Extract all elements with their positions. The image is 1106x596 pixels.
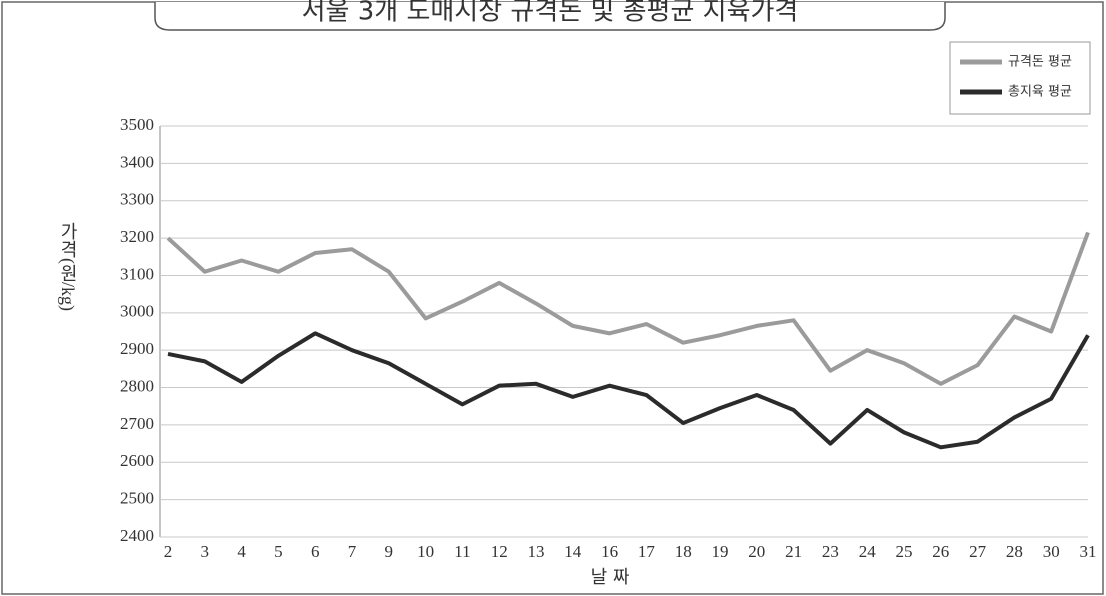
x-tick-label: 7 <box>348 542 357 561</box>
y-tick-label: 3500 <box>120 115 154 134</box>
y-axis-label: 가격(원/kg) <box>57 222 78 311</box>
chart-title: 서울 3개 도매시장 규격돈 및 총평균 지육가격 <box>302 0 799 27</box>
x-tick-label: 17 <box>638 542 656 561</box>
x-tick-label: 10 <box>417 542 434 561</box>
x-tick-label: 12 <box>491 542 508 561</box>
legend-label: 규격돈 평균 <box>1008 55 1072 70</box>
x-tick-label: 18 <box>675 542 692 561</box>
y-tick-label: 3000 <box>120 302 154 321</box>
x-tick-label: 5 <box>274 542 283 561</box>
x-tick-label: 25 <box>896 542 913 561</box>
legend-label: 총지육 평균 <box>1008 85 1072 100</box>
x-tick-label: 20 <box>748 542 765 561</box>
series-line <box>167 331 1090 450</box>
y-tick-label: 2800 <box>120 376 154 395</box>
x-tick-label: 26 <box>932 542 949 561</box>
x-tick-label: 30 <box>1043 542 1060 561</box>
x-tick-label: 27 <box>969 542 987 561</box>
y-tick-label: 2600 <box>120 451 154 470</box>
x-tick-label: 23 <box>822 542 839 561</box>
y-tick-label: 2700 <box>120 414 154 433</box>
x-tick-label: 4 <box>237 542 246 561</box>
x-tick-label: 6 <box>311 542 320 561</box>
x-tick-label: 28 <box>1006 542 1023 561</box>
x-tick-label: 9 <box>385 542 394 561</box>
x-tick-label: 24 <box>859 542 877 561</box>
y-tick-label: 2900 <box>120 339 154 358</box>
y-tick-label: 2400 <box>120 526 154 545</box>
x-tick-label: 11 <box>454 542 470 561</box>
x-tick-label: 21 <box>785 542 802 561</box>
x-tick-label: 13 <box>528 542 545 561</box>
y-tick-label: 3400 <box>120 152 154 171</box>
y-tick-label: 3300 <box>120 190 154 209</box>
series-line <box>166 231 1090 386</box>
x-tick-label: 31 <box>1080 542 1097 561</box>
x-tick-label: 16 <box>601 542 618 561</box>
x-tick-label: 3 <box>201 542 210 561</box>
x-tick-label: 14 <box>564 542 582 561</box>
legend-box <box>949 41 1091 115</box>
x-tick-label: 2 <box>164 542 173 561</box>
x-tick-label: 19 <box>712 542 729 561</box>
y-tick-label: 2500 <box>120 489 154 508</box>
title-box <box>154 2 946 31</box>
y-tick-label: 3100 <box>120 264 154 283</box>
y-tick-label: 3200 <box>120 227 154 246</box>
x-axis-label: 날 짜 <box>591 567 630 588</box>
